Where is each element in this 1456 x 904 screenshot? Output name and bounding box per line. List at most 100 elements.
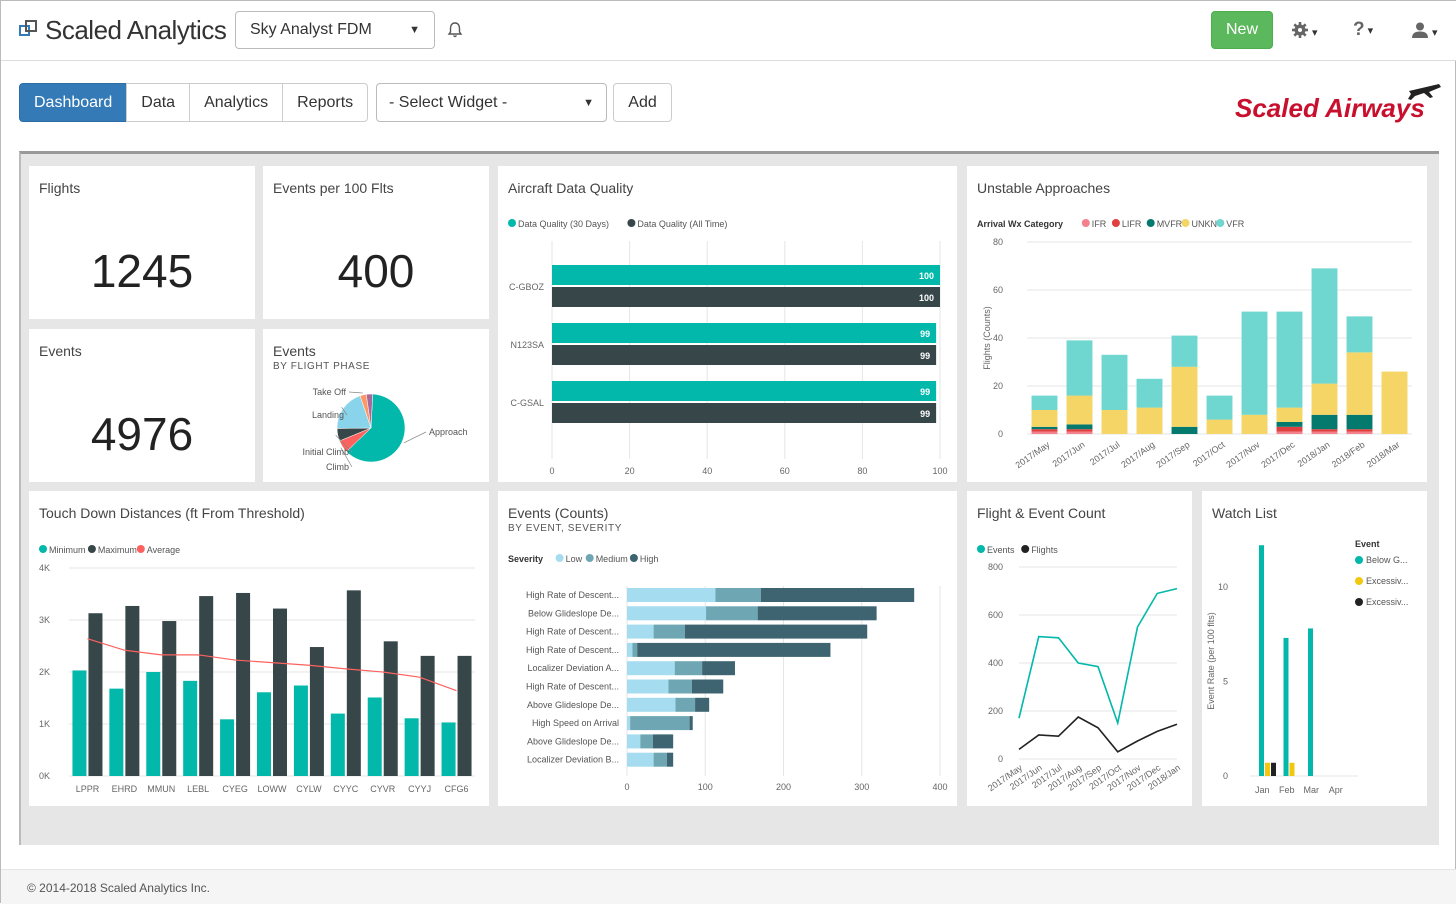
x-tick-label: LEBL (187, 784, 209, 794)
y-tick-label: Above Glideslope De... (527, 700, 619, 710)
tab-dashboard[interactable]: Dashboard (19, 83, 128, 122)
pie-label: Approach (429, 427, 468, 437)
kpi-card-events[interactable]: Events 4976 (29, 329, 255, 482)
x-tick-label: 2017/May (1014, 439, 1053, 470)
brand[interactable]: Scaled Analytics (19, 15, 227, 46)
tab-analytics[interactable]: Analytics (189, 83, 284, 122)
settings-menu[interactable]: ▾ (1291, 21, 1318, 44)
x-tick-label: 2017/Jul (1088, 439, 1122, 467)
legend-label: Excessiv... (1366, 576, 1408, 586)
y-tick-label: 40 (993, 333, 1003, 343)
bar-segment (627, 716, 631, 731)
caret-down-icon: ▾ (1432, 27, 1438, 39)
legend-title: Event (1355, 539, 1380, 549)
bar-segment (674, 661, 703, 676)
legend-marker (87, 545, 96, 553)
kpi-card-events-per-100[interactable]: Events per 100 Flts 400 (263, 166, 489, 319)
card-title: Events (39, 343, 82, 359)
card-title: Unstable Approaches (977, 180, 1111, 196)
tab-reports[interactable]: Reports (282, 83, 369, 122)
bar-segment (1311, 431, 1338, 434)
bell-icon[interactable] (447, 21, 463, 44)
pie-chart: Approach Climb Initial Climb Landing Take Of… (302, 387, 468, 472)
bar-segment (757, 606, 877, 621)
chart-card-flight-event-count[interactable]: Flight & Event Count Events Flights 0 200 40… (967, 491, 1192, 806)
bar-segment (1136, 407, 1163, 434)
legend-marker (1355, 598, 1363, 606)
data-label: 99 (920, 329, 930, 339)
pie-label: Initial Climb (302, 447, 349, 457)
bar-segment (1031, 410, 1058, 427)
y-tick-label: Localizer Deviation A... (527, 663, 619, 673)
legend-label: Low (566, 554, 583, 564)
bar-segment (1346, 414, 1373, 430)
legend-marker (585, 554, 594, 562)
legend-label: Events (987, 545, 1015, 555)
card-title: Flights (39, 180, 81, 196)
kpi-card-flights[interactable]: Flights 1245 (29, 166, 255, 319)
bar-segment (1066, 431, 1093, 434)
legend-marker (1216, 219, 1225, 227)
card-subtitle: BY EVENT, SEVERITY (508, 523, 622, 534)
y-axis-label: Event Rate (per 100 flts) (1206, 612, 1216, 710)
legend-label: High (640, 554, 659, 564)
bar-segment (627, 734, 641, 749)
pie-label: Landing (312, 410, 344, 420)
legend-label: Below G... (1366, 555, 1408, 565)
bar-minimum (72, 670, 87, 776)
x-tick-label: CYYC (333, 784, 359, 794)
bar (1308, 628, 1313, 776)
pie-leader-line (348, 391, 363, 394)
pie-leader-line (341, 407, 348, 416)
chart-card-watch-list[interactable]: Watch List Event Below G... Excessiv... Exc… (1202, 491, 1427, 806)
bar-segment (1101, 410, 1128, 434)
card-subtitle: BY FLIGHT PHASE (273, 361, 370, 372)
bar-minimum (220, 719, 235, 776)
widget-select[interactable]: - Select Widget - ▼ (376, 83, 607, 122)
y-tick-label: 200 (988, 706, 1003, 716)
bar-minimum (404, 718, 419, 776)
new-button[interactable]: New (1211, 11, 1273, 49)
project-select[interactable]: Sky Analyst FDM ▼ (235, 11, 435, 49)
legend-marker (1081, 219, 1090, 227)
bar-segment (630, 716, 690, 731)
pie-slice (366, 393, 373, 429)
x-tick-label: 2017/Jun (1051, 439, 1087, 468)
add-widget-button[interactable]: Add (613, 83, 672, 122)
bar-maximum (346, 590, 361, 776)
bar-segment (689, 716, 693, 731)
pie-label: Climb (326, 462, 349, 472)
kpi-value: 4976 (90, 408, 194, 460)
chart-card-events-by-phase[interactable]: Events BY FLIGHT PHASE Approach Climb Init… (263, 329, 489, 482)
chart-card-touch-down-distances[interactable]: Touch Down Distances (ft From Threshold)… (29, 491, 489, 806)
chart-card-aircraft-data-quality[interactable]: Aircraft Data Quality Data Quality (30 D… (498, 166, 957, 482)
footer: © 2014-2018 Scaled Analytics Inc. (1, 869, 1456, 904)
tab-data[interactable]: Data (126, 83, 191, 122)
user-menu[interactable]: ▾ (1411, 21, 1438, 44)
unstable-approaches-chart: Arrival Wx Category IFR LIFR MVFR UNKN VFR 0 20… (977, 219, 1412, 470)
bar (1289, 762, 1295, 776)
y-tick-label: Above Glideslope De... (527, 736, 619, 746)
x-tick-label: EHRD (112, 784, 138, 794)
legend-label: MVFR (1157, 219, 1183, 229)
y-tick-label: 5 (1223, 676, 1228, 686)
top-bar: Scaled Analytics Sky Analyst FDM ▼ New ▾… (1, 1, 1456, 61)
bar-segment (1206, 395, 1233, 420)
bar-minimum (330, 713, 345, 776)
kpi-value: 1245 (90, 245, 194, 297)
x-tick-label: MMUN (147, 784, 175, 794)
x-tick-label: 0 (624, 782, 629, 792)
bar-segment (627, 697, 676, 712)
bar-minimum (146, 672, 161, 776)
legend-title: Arrival Wx Category (977, 219, 1063, 229)
bar-minimum (109, 688, 124, 776)
legend-label: Data Quality (30 Days) (518, 219, 609, 229)
chart-card-events-counts[interactable]: Events (Counts) BY EVENT, SEVERITY Sever… (498, 491, 957, 806)
chart-card-unstable-approaches[interactable]: Unstable Approaches Arrival Wx Category I… (967, 166, 1427, 482)
bar-segment (653, 624, 685, 639)
bar (552, 287, 940, 307)
help-menu[interactable]: ? ▾ (1353, 19, 1373, 41)
bar-segment (666, 752, 674, 767)
bar-segment (1206, 419, 1233, 434)
